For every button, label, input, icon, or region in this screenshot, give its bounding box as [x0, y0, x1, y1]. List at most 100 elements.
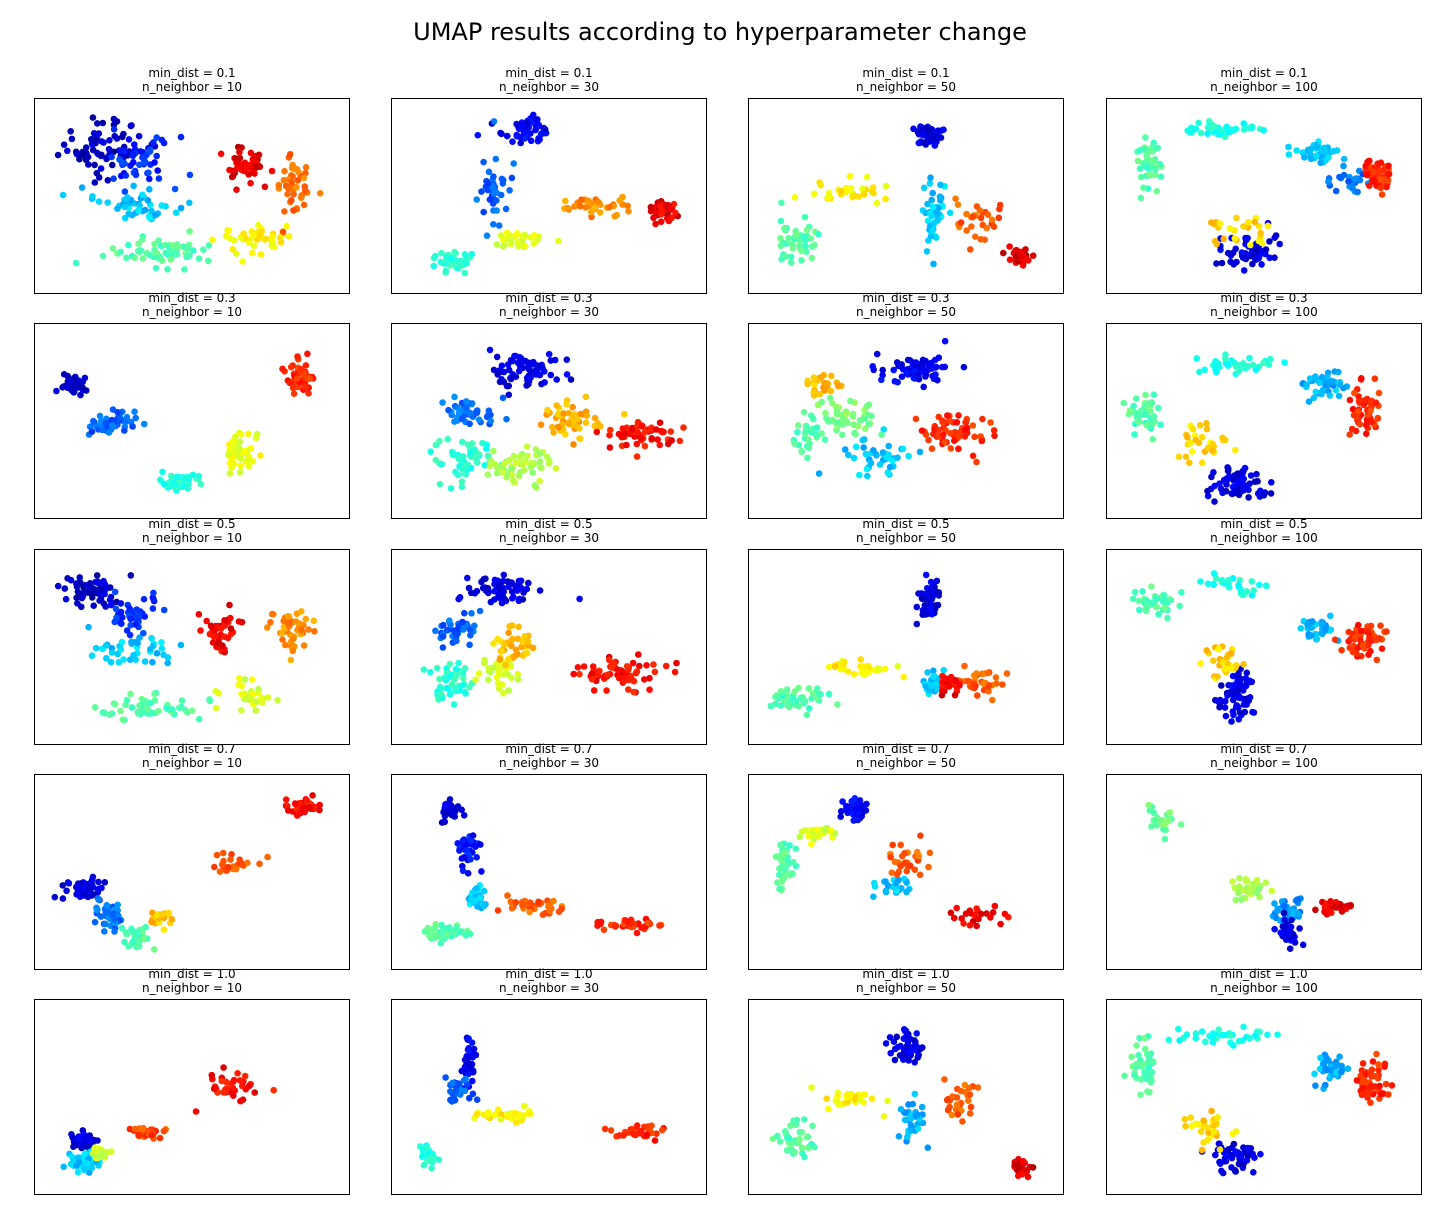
scatter-point: [110, 175, 117, 182]
scatter-point: [473, 1111, 481, 1118]
scatter-point: [853, 806, 861, 813]
scatter-point: [140, 159, 148, 166]
scatter-point: [565, 420, 573, 428]
scatter-point: [588, 208, 595, 216]
scatter-point: [1165, 1036, 1173, 1044]
scatter-point: [82, 1150, 89, 1157]
scatter-point: [787, 259, 795, 266]
scatter-point: [957, 1087, 965, 1095]
scatter-plot: [790, 337, 998, 480]
scatter-point: [502, 205, 510, 213]
scatter-point: [1213, 260, 1220, 267]
scatter-point: [102, 920, 109, 928]
scatter-point: [1357, 627, 1365, 635]
scatter-point: [1281, 902, 1288, 910]
scatter-point: [512, 352, 519, 360]
scatter-point: [83, 1143, 91, 1150]
scatter-point: [504, 892, 511, 899]
scatter-point: [1354, 188, 1361, 196]
scatter-point: [951, 437, 958, 444]
scatter-point: [484, 676, 492, 683]
subplot-panel: min_dist = 0.5 n_neighbor = 50: [748, 515, 1064, 745]
scatter-point: [1187, 439, 1195, 446]
scatter-point: [98, 138, 105, 145]
scatter-point: [159, 468, 166, 476]
scatter-point: [471, 446, 479, 454]
scatter-point: [562, 431, 569, 438]
scatter-point: [1288, 916, 1295, 924]
scatter-point: [261, 236, 269, 243]
scatter-point: [900, 1026, 908, 1033]
subplot-title-min-dist: min_dist = 0.7: [862, 742, 950, 756]
scatter-point: [818, 430, 825, 437]
scatter-point: [1144, 164, 1151, 172]
scatter-point: [777, 217, 785, 225]
scatter-point: [286, 379, 293, 387]
scatter-point: [1224, 249, 1232, 257]
scatter-point: [927, 125, 934, 133]
scatter-point: [886, 1034, 894, 1041]
scatter-point: [808, 412, 815, 419]
scatter-point: [450, 701, 458, 708]
scatter-point: [96, 412, 104, 420]
subplot-panel: min_dist = 0.1 n_neighbor = 10: [34, 64, 350, 294]
scatter-point: [815, 230, 822, 238]
scatter-point: [972, 233, 979, 240]
scatter-point: [665, 440, 672, 448]
scatter-point: [294, 353, 301, 360]
scatter-point: [656, 419, 664, 426]
scatter-point: [305, 626, 312, 633]
scatter-point: [131, 141, 138, 148]
scatter-point: [782, 227, 789, 234]
scatter-point: [1148, 823, 1155, 830]
scatter-point: [490, 173, 497, 180]
subplot-title-min-dist: min_dist = 0.5: [862, 517, 950, 531]
scatter-point: [101, 928, 108, 935]
scatter-point: [236, 1077, 244, 1084]
scatter-point: [466, 683, 473, 691]
scatter-point: [1312, 388, 1319, 396]
scatter-point: [914, 1111, 921, 1118]
scatter-point: [1014, 1163, 1022, 1171]
scatter-point: [966, 922, 974, 929]
scatter-point: [1344, 1065, 1352, 1072]
scatter-point: [1148, 157, 1156, 165]
scatter-point: [247, 149, 255, 157]
scatter-point: [793, 701, 800, 709]
scatter-point: [941, 1076, 948, 1083]
scatter-point: [659, 1126, 666, 1134]
scatter-point: [442, 267, 450, 275]
scatter-point: [103, 901, 111, 909]
scatter-point: [900, 1056, 907, 1063]
scatter-point: [1246, 241, 1254, 249]
scatter-point: [911, 1090, 919, 1098]
scatter-point: [878, 431, 885, 439]
scatter-point: [530, 240, 538, 247]
scatter-point: [114, 901, 121, 909]
scatter-point: [625, 208, 632, 215]
scatter-point: [574, 664, 582, 671]
scatter-point: [285, 232, 293, 240]
scatter-point: [808, 1140, 815, 1148]
scatter-point: [787, 1142, 795, 1149]
scatter-point: [1240, 120, 1248, 127]
scatter-point: [145, 169, 152, 176]
scatter-point: [814, 685, 821, 692]
scatter-point: [1234, 479, 1242, 486]
scatter-point: [432, 456, 440, 464]
scatter-point: [1267, 355, 1274, 363]
scatter-point: [871, 883, 879, 890]
scatter-point: [1192, 1035, 1200, 1042]
scatter-point: [880, 426, 887, 433]
scatter-point: [448, 1098, 456, 1105]
scatter-point: [1260, 492, 1268, 499]
scatter-point: [246, 161, 254, 169]
scatter-point: [1358, 375, 1365, 382]
scatter-point: [59, 384, 66, 391]
scatter-point: [300, 642, 308, 649]
scatter-point: [1340, 155, 1348, 163]
scatter-point: [494, 635, 501, 643]
scatter-point: [1246, 885, 1254, 893]
scatter-point: [473, 196, 480, 203]
scatter-point: [146, 148, 154, 155]
